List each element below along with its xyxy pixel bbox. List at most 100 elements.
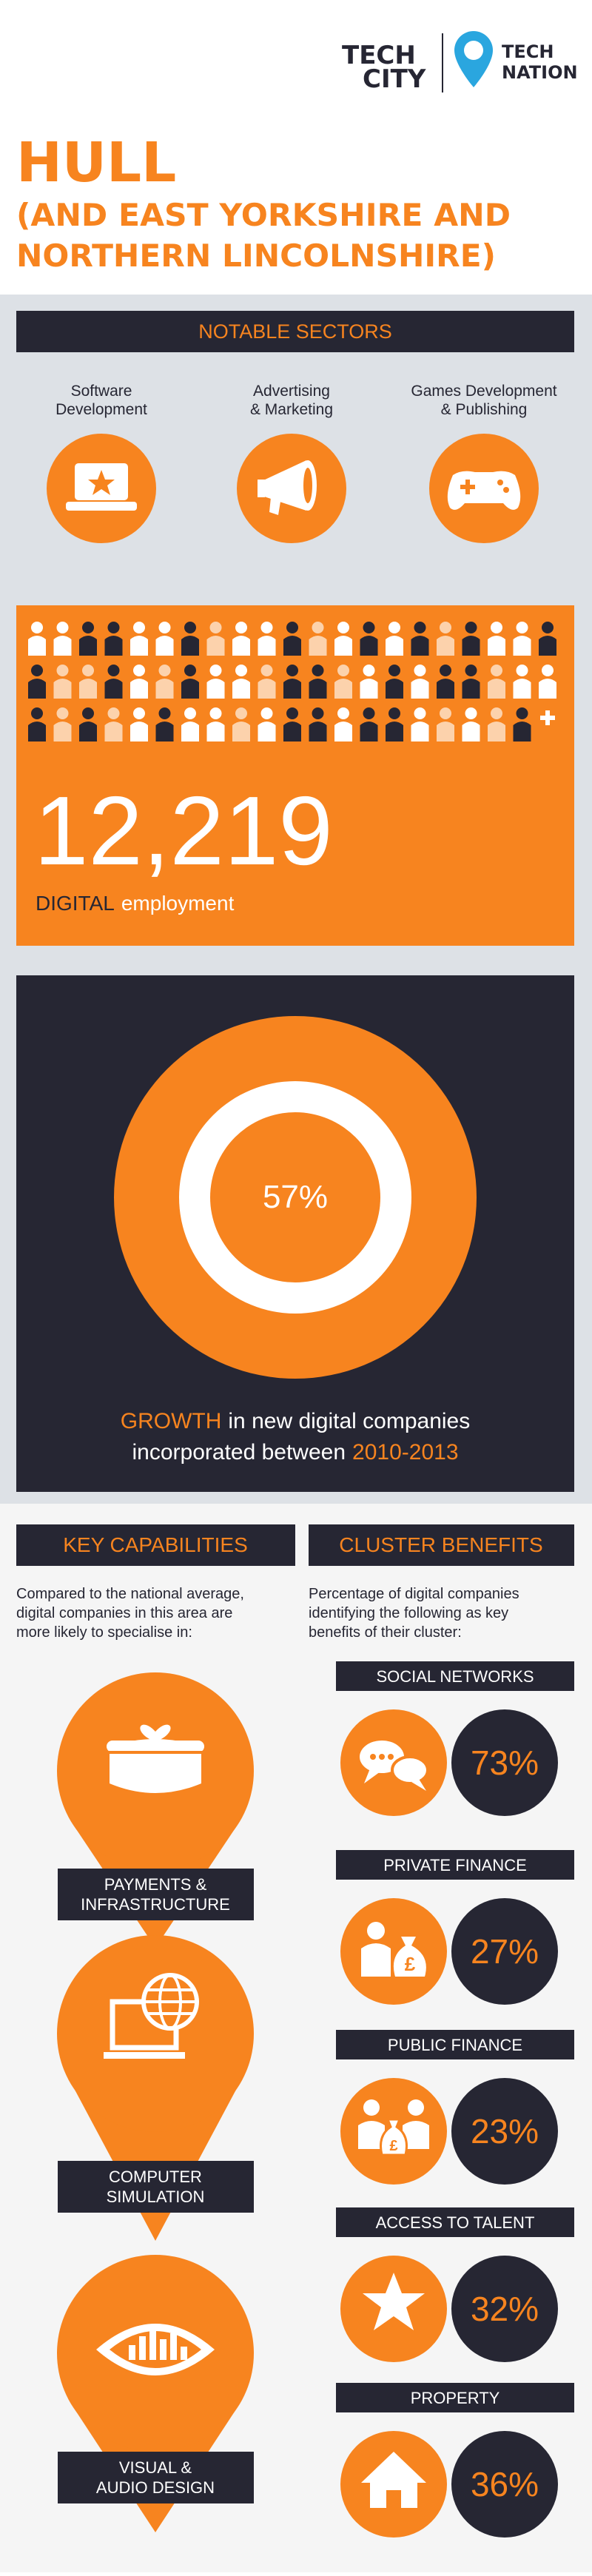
person-icon	[206, 622, 225, 656]
person-head	[56, 707, 69, 719]
plus-sign	[540, 710, 555, 725]
person-body	[28, 636, 46, 656]
person-head	[235, 707, 247, 719]
benefit-header	[336, 2207, 574, 2237]
person-body	[130, 636, 148, 656]
person-body	[258, 722, 276, 741]
section-title: NOTABLE SECTORS	[198, 320, 392, 343]
person-body	[232, 679, 250, 699]
person-body	[232, 636, 250, 656]
person-head	[491, 622, 502, 633]
label-text: employment	[121, 892, 235, 915]
growth-line: in new digital companies	[228, 1409, 470, 1433]
person-icon	[386, 665, 403, 699]
person-head	[56, 665, 69, 676]
person-body	[181, 722, 199, 741]
person-icon	[513, 707, 531, 741]
employment-label: DIGITAL employment	[36, 892, 235, 915]
person-head	[235, 622, 247, 633]
benefit-value-circle	[451, 1709, 558, 1816]
section-header	[309, 1524, 574, 1566]
person-head	[184, 707, 196, 719]
person-icon	[309, 665, 327, 699]
person-icon	[411, 665, 429, 699]
person-head	[286, 665, 298, 676]
person-icon	[411, 707, 429, 741]
person-icon	[386, 707, 403, 741]
growth-value: 57%	[263, 1179, 328, 1215]
person-icon	[283, 665, 301, 699]
person-body	[258, 636, 276, 656]
person-body	[53, 636, 72, 656]
person-body	[411, 679, 429, 699]
private-finance-icon: £	[361, 1922, 426, 1977]
person-head	[107, 622, 120, 633]
benefit-value-circle	[451, 1898, 558, 2005]
person-head	[363, 665, 375, 676]
person-icon	[437, 707, 454, 741]
person-body	[386, 636, 403, 656]
person-icon	[232, 665, 250, 699]
section-header	[16, 311, 574, 352]
label-box	[58, 2452, 254, 2503]
sector-label: Games Development	[411, 383, 556, 400]
person-body	[437, 722, 454, 741]
intro-text: Compared to the national average,	[16, 1586, 244, 1602]
person-body	[360, 679, 378, 699]
benefit-value: 23%	[471, 2112, 539, 2150]
notable-sectors: NOTABLE SECTORS Software Development Adv…	[16, 311, 574, 543]
person-icon	[79, 622, 97, 656]
person-head	[107, 665, 120, 676]
person-head	[414, 622, 426, 633]
person-body	[411, 636, 429, 656]
person-icon	[104, 707, 123, 741]
person-body	[181, 636, 199, 656]
capability-label: COMPUTER	[109, 2168, 202, 2186]
person-head	[107, 707, 120, 719]
person-icon	[462, 665, 480, 699]
cluster-benefits: CLUSTER BENEFITS Percentage of digital c…	[309, 1524, 574, 2538]
panel	[16, 605, 574, 946]
person-body	[181, 679, 199, 699]
person-icon	[53, 665, 72, 699]
person-body	[513, 636, 531, 656]
logo-text: TECH	[342, 41, 416, 70]
capability-label: PAYMENTS &	[104, 1875, 207, 1894]
purse-icon	[107, 1724, 204, 1793]
person-icon	[130, 665, 148, 699]
person-icon	[181, 622, 199, 656]
person-body	[104, 636, 123, 656]
person-head	[209, 622, 222, 633]
person-head	[133, 665, 145, 676]
person-body	[360, 722, 378, 741]
label-highlight: DIGITAL	[36, 892, 115, 915]
intro-text: identifying the following as key	[309, 1605, 508, 1621]
person-head	[388, 622, 400, 633]
benefit-name: SOCIAL NETWORKS	[376, 1667, 534, 1686]
person-body	[539, 636, 556, 656]
person-head	[312, 707, 324, 719]
person-body	[130, 679, 148, 699]
speech-icon	[360, 1741, 429, 1791]
laptop-icon	[66, 463, 137, 511]
person-head	[133, 622, 145, 633]
person-body	[53, 679, 72, 699]
public-finance-icon: £	[358, 2099, 429, 2156]
person-body	[104, 722, 123, 741]
person-icon	[488, 707, 505, 741]
person-head	[440, 622, 451, 633]
person-icon	[283, 707, 301, 741]
person-icon	[130, 622, 148, 656]
sector-label: & Publishing	[441, 401, 528, 418]
page-title: HULL	[16, 131, 176, 195]
growth-period: 2010-2013	[352, 1440, 458, 1464]
benefit-name: PUBLIC FINANCE	[388, 2036, 522, 2054]
person-icon	[53, 707, 72, 741]
megaphone-icon	[258, 460, 317, 515]
person-icon	[181, 665, 199, 699]
person-icon	[513, 622, 531, 656]
person-head	[337, 665, 349, 676]
logo-pin-dot	[464, 41, 483, 60]
person-head	[260, 622, 273, 633]
person-body	[206, 679, 225, 699]
